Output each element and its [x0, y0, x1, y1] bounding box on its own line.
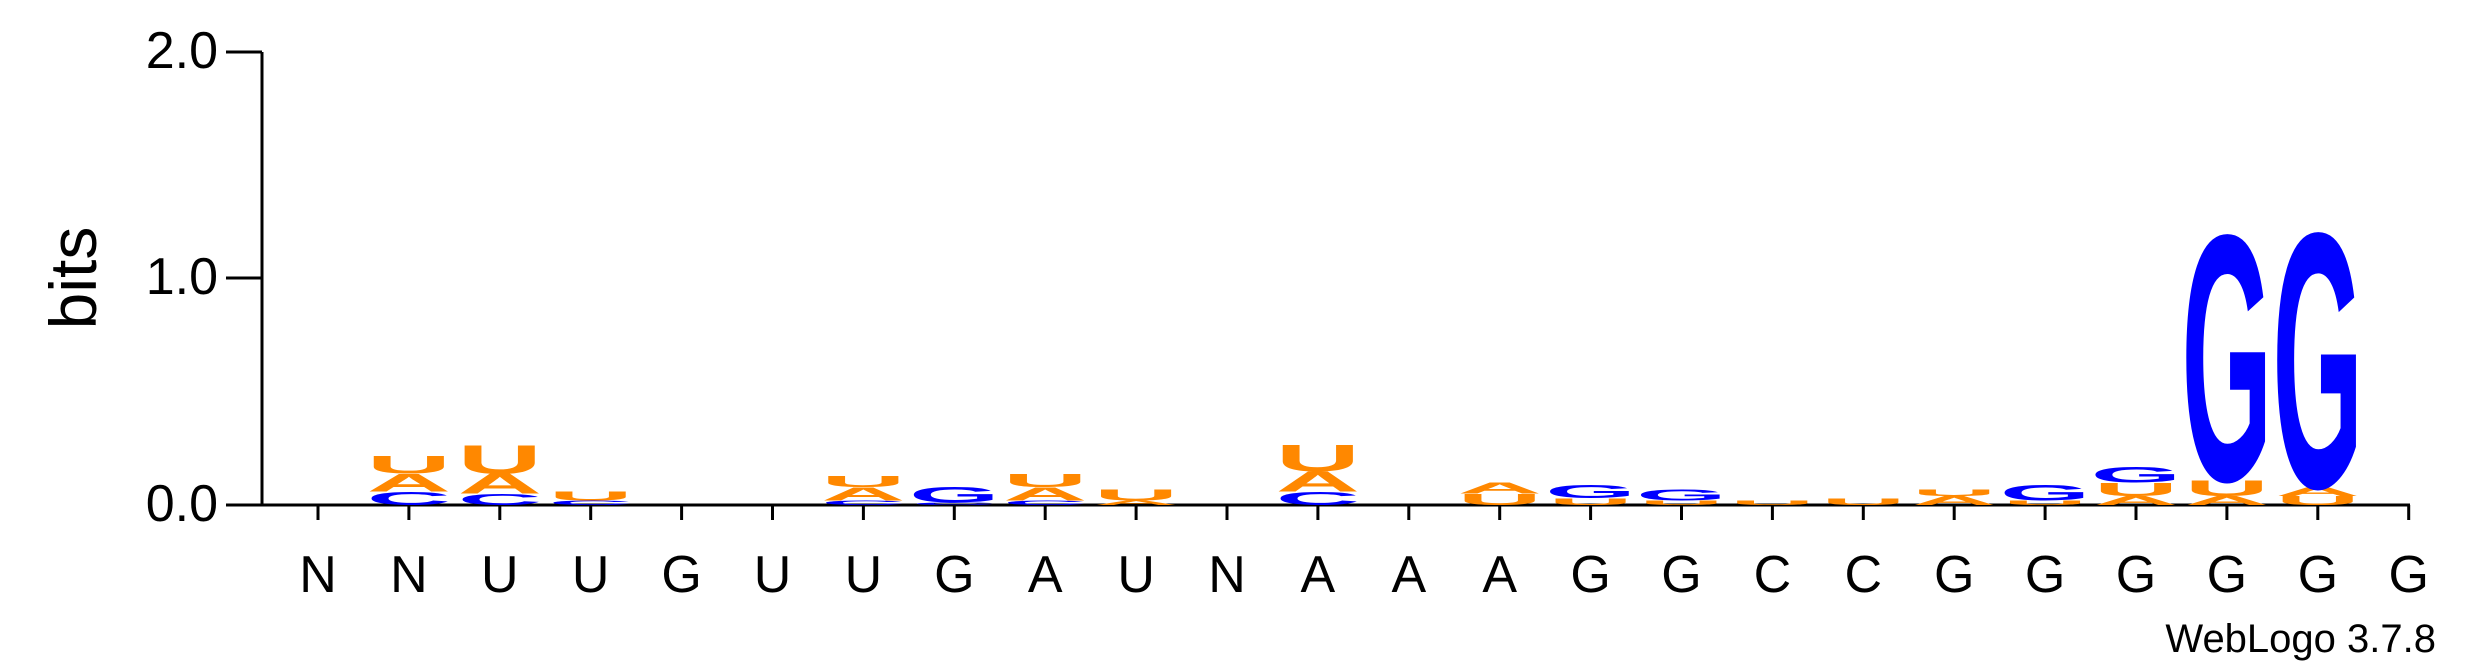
position-label: C [1845, 546, 1883, 604]
logo-letter: U [1912, 487, 1996, 498]
logo-letter: U [1276, 438, 1360, 480]
logo-letter: U [2003, 499, 2087, 506]
logo-letter: G [2272, 158, 2363, 565]
position-label: G [934, 546, 974, 604]
logo-letter: A [2185, 494, 2269, 508]
logo-letter: A [1276, 466, 1360, 498]
logo-letter: C [549, 499, 633, 506]
position-label: G [2207, 546, 2247, 604]
logo-letter: G [2182, 161, 2273, 556]
logo-letter: G [1545, 481, 1636, 502]
logo-letter: C [1003, 499, 1087, 506]
position-label: U [845, 546, 883, 604]
logo-letter: A [1458, 480, 1542, 498]
logo-letter: U [1458, 491, 1542, 509]
logo-letter: U [2094, 479, 2178, 500]
position-label: G [1661, 546, 1701, 604]
logo-letter: C [1276, 488, 1360, 509]
logo-letter: G [909, 483, 1000, 508]
position-label: U [481, 546, 519, 604]
logo-letter: U [1730, 499, 1814, 506]
y-tick-label-0: 0.0 [146, 475, 218, 533]
position-label: N [1208, 546, 1246, 604]
position-label: U [754, 546, 792, 604]
logo-letter: U [1821, 496, 1905, 507]
logo-letter: U [1094, 486, 1178, 504]
weblogo-credit: WebLogo 3.7.8 [2165, 617, 2436, 661]
position-label: A [1301, 546, 1336, 604]
position-label: U [1117, 546, 1155, 604]
logo-letter: U [821, 473, 905, 491]
logo-letter: U [1003, 470, 1087, 491]
logo-letter: C [367, 488, 451, 509]
logo-letter: U [458, 436, 542, 482]
logo-letter: A [821, 483, 905, 504]
position-label: G [2116, 546, 2156, 604]
position-label: A [1391, 546, 1426, 604]
logo-letter: U [2276, 494, 2360, 508]
logo-letter: A [1912, 494, 1996, 508]
position-label: A [1482, 546, 1517, 604]
logo-letter: U [1548, 496, 1632, 507]
position-label: G [1570, 546, 1610, 604]
position-label: N [299, 546, 337, 604]
y-tick-label-2: 2.0 [146, 22, 218, 80]
logo-letter: U [367, 451, 451, 479]
position-label: G [661, 546, 701, 604]
logo-letter: A [2094, 494, 2178, 508]
position-label: G [2298, 546, 2338, 604]
logo-letter: A [1003, 483, 1087, 504]
logo-letter: U [1639, 499, 1723, 506]
logo-letter: C [821, 499, 905, 506]
position-label: A [1028, 546, 1063, 604]
y-tick-label-1: 1.0 [146, 248, 218, 306]
logo-letter: G [2000, 481, 2091, 506]
logo-letter: C [458, 491, 542, 509]
logo-letter: A [1094, 499, 1178, 506]
logo-letter: G [2091, 462, 2182, 487]
position-label: G [2025, 546, 2065, 604]
logo-letter: A [367, 469, 451, 497]
position-label: N [390, 546, 428, 604]
position-label: G [1934, 546, 1974, 604]
logo-letter: U [549, 489, 633, 503]
logo-letter: C [912, 502, 996, 506]
y-axis-label: bits [36, 227, 110, 330]
logo-letter: U [2185, 476, 2269, 501]
logo-letter: A [2276, 485, 2360, 499]
y-axis: 2.0 1.0 0.0 bits [36, 22, 264, 533]
position-label: C [1754, 546, 1792, 604]
logo-letter: G [1636, 486, 1727, 504]
position-label: U [572, 546, 610, 604]
position-label: G [2388, 546, 2428, 604]
logo-letter: A [458, 468, 542, 500]
